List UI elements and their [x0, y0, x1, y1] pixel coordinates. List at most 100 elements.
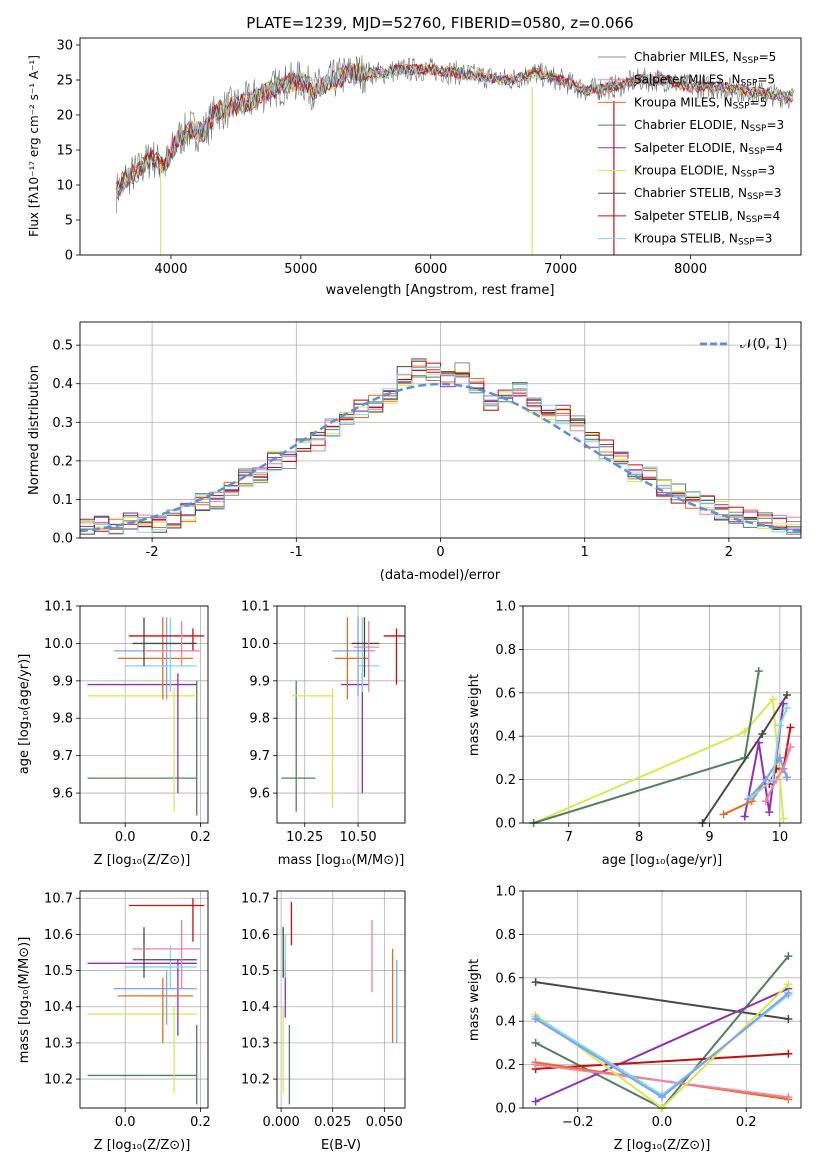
y-tick-label: 0.3: [52, 416, 73, 431]
legend-label: Chabrier ELODIE, NSSP=3: [634, 118, 784, 134]
x-axis-label: wavelength [Angstrom, rest frame]: [326, 283, 555, 298]
x-tick-label: 4000: [154, 262, 187, 277]
normal-curve: [79, 382, 802, 533]
legend-subscript: SSP: [748, 147, 765, 157]
y-tick-label: 10.7: [44, 892, 73, 907]
x-tick-label: 0.2: [736, 1115, 757, 1130]
x-tick-label: 0.025: [314, 1115, 351, 1130]
chart-title: PLATE=1239, MJD=52760, FIBERID=0580, z=0…: [246, 14, 633, 32]
y-axis-label: Flux [fλ10⁻¹⁷ erg cm⁻² s⁻¹ A⁻¹]: [27, 55, 41, 237]
y-tick-label: 10.3: [241, 1036, 270, 1051]
age-vs-Z-panel: 0.0 0.2 9.6 9.7 9.8 9.9 10.0 10.1 Z [log₁₀(Z/Z⊙…: [17, 600, 211, 869]
x-tick-label: 6000: [414, 262, 447, 277]
y-tick-label: 10.5: [44, 964, 73, 979]
x-tick-label: 1: [581, 545, 589, 560]
x-tick-label: 7000: [544, 262, 577, 277]
y-tick-label: 10.4: [241, 1000, 270, 1015]
x-axis-label: age [log₁₀(age/yr)]: [602, 853, 723, 868]
x-tick-label: 0.2: [190, 1115, 211, 1130]
y-tick-label: 9.7: [249, 749, 270, 764]
y-tick-label: 9.7: [52, 749, 73, 764]
data-point-marker: [782, 703, 791, 712]
y-tick-label: 0.0: [495, 817, 516, 832]
y-tick-label: 1.0: [495, 600, 516, 615]
y-axis-label: Normed distribution: [27, 365, 42, 495]
data-point-marker: [531, 1015, 540, 1024]
x-tick-label: 0.0: [115, 830, 136, 845]
x-tick-label: 0.000: [263, 1115, 300, 1130]
data-point-marker: [784, 952, 793, 961]
data-point-marker: [754, 738, 763, 747]
legend-suffix: =5: [750, 95, 768, 109]
data-spectrum-line: [116, 55, 795, 214]
x-tick-label: 2: [725, 545, 733, 560]
legend: 𝒩(0, 1): [700, 337, 787, 352]
legend-label: Chabrier MILES, NSSP=5: [634, 50, 776, 66]
legend-label: Kroupa ELODIE, NSSP=3: [634, 164, 775, 180]
data-point-marker: [531, 978, 540, 987]
axes-frame: [522, 605, 802, 824]
age-vs-mass-panel: 10.25 10.50 9.6 9.7 9.8 9.9 10.0 10.1 mass [log…: [241, 600, 406, 868]
x-tick-label: −0.2: [562, 1115, 594, 1130]
y-tick-label: 1.0: [495, 885, 516, 900]
axes-frame: [522, 890, 802, 1109]
legend-subscript: SSP: [746, 215, 763, 225]
legend-label: Kroupa MILES, NSSP=5: [634, 95, 767, 111]
y-tick-label: 9.6: [249, 787, 270, 802]
data-point-marker: [658, 1093, 666, 1102]
y-tick-label: 0: [65, 249, 73, 264]
y-tick-label: 0.0: [495, 1102, 516, 1117]
y-tick-label: 10.3: [44, 1036, 73, 1051]
y-tick-label: 9.9: [52, 674, 73, 689]
x-tick-label: 10.50: [339, 830, 376, 845]
y-tick-label: 10.4: [44, 1000, 73, 1015]
legend-subscript: SSP: [747, 192, 764, 202]
legend-suffix: =4: [763, 209, 781, 223]
y-tick-label: 10.7: [241, 892, 270, 907]
x-tick-label: 0.2: [190, 830, 211, 845]
axes-frame: [276, 890, 406, 1109]
legend-label-normal: 𝒩(0, 1): [740, 337, 787, 352]
y-axis-label: mass [log₁₀(M/M⊙)]: [17, 937, 32, 1064]
x-axis-label: E(B-V): [321, 1138, 361, 1153]
data-point-marker: [761, 797, 770, 806]
x-axis-label: Z [log₁₀(Z/Z⊙)]: [94, 853, 191, 868]
y-tick-label: 0.6: [495, 971, 516, 986]
data-point-marker: [784, 1015, 793, 1024]
y-tick-label: 0.8: [495, 643, 516, 658]
mass-vs-Z-panel: 0.0 0.2 10.2 10.3 10.4 10.5 10.6 10.7 Z [log₁₀(…: [17, 890, 211, 1153]
y-tick-label: 10.5: [241, 964, 270, 979]
mass-vs-EBV-panel: 0.000 0.025 0.05010.210.310.410.510.610.7 …: [241, 890, 406, 1153]
legend-subscript: SSP: [741, 170, 758, 180]
series-line: [535, 987, 789, 1103]
x-tick-label: -1: [290, 545, 303, 560]
y-tick-label: 10.1: [241, 600, 270, 615]
legend-suffix: =5: [757, 73, 775, 87]
legend-label: Salpeter ELODIE, NSSP=4: [634, 141, 783, 157]
x-tick-label: 7: [565, 830, 573, 845]
x-tick-label: 0: [436, 545, 444, 560]
data-point-marker: [740, 812, 749, 821]
x-tick-label: 8000: [674, 262, 707, 277]
y-tick-label: 10: [56, 179, 73, 194]
data-point-marker: [786, 743, 795, 752]
data-point-marker: [779, 699, 788, 708]
y-tick-label: 25: [56, 74, 73, 89]
x-tick-label: 9: [705, 830, 713, 845]
y-tick-label: 30: [56, 39, 73, 54]
y-tick-label: 10.0: [44, 637, 73, 652]
legend-suffix: =3: [764, 186, 782, 200]
legend-subscript: SSP: [738, 238, 755, 248]
data-point-marker: [779, 814, 788, 823]
model-line: [115, 62, 794, 197]
y-axis-label: mass weight: [467, 674, 482, 756]
data-point-marker: [782, 690, 791, 699]
x-tick-label: 10: [772, 830, 789, 845]
model-line: [115, 63, 794, 190]
legend-label: Chabrier STELIB, NSSP=3: [634, 186, 782, 202]
x-axis-label: (data-model)/error: [380, 568, 501, 583]
axes-frame: [79, 321, 802, 539]
legend-label: Salpeter MILES, NSSP=5: [634, 73, 775, 89]
data-point-marker: [786, 723, 795, 732]
weight-vs-age-panel: 7 8 9 10 0.0 0.2 0.4 0.6 0.8 1.0 age [log₁₀(age/y…: [467, 600, 802, 868]
